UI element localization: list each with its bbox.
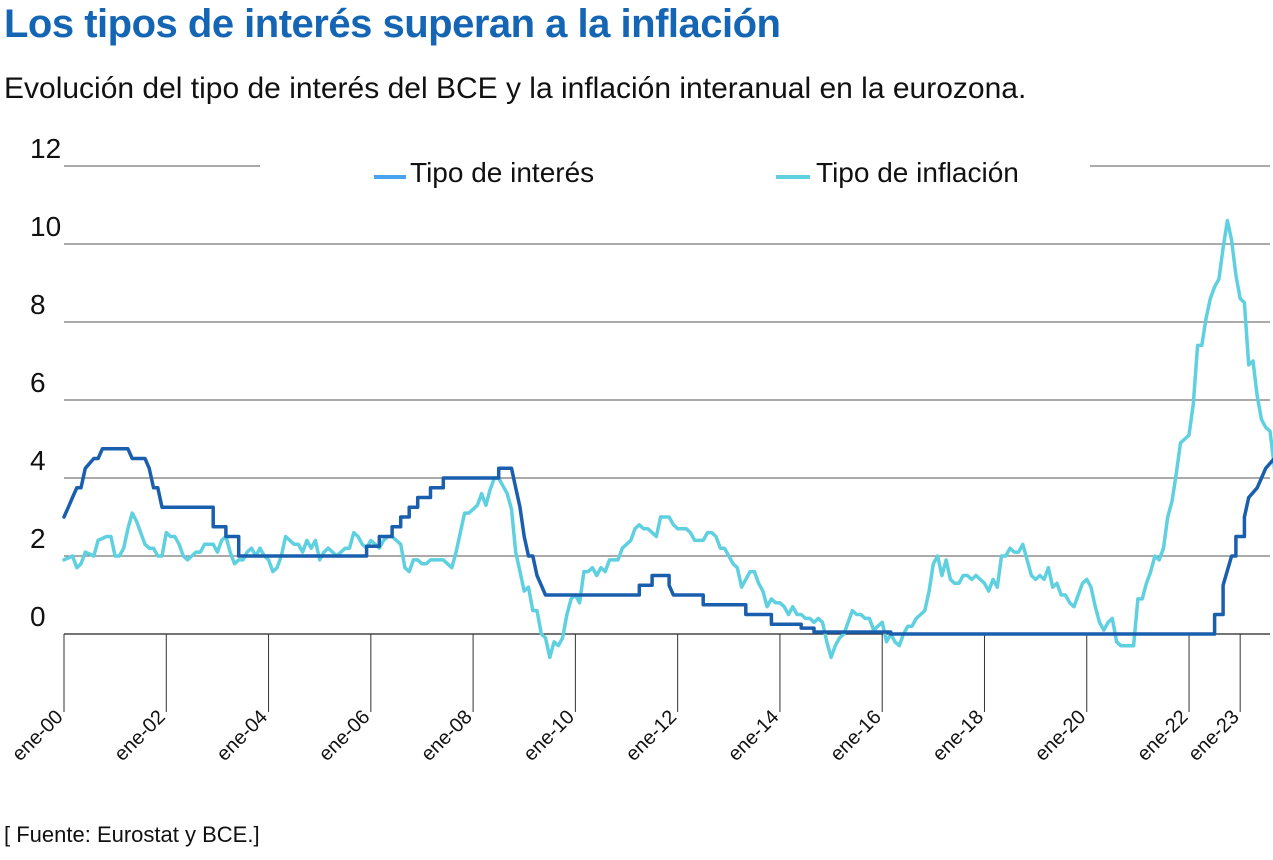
source-note: [ Fuente: Eurostat y BCE.] [4, 822, 260, 847]
x-tick-label: ene-16 [826, 706, 886, 766]
y-tick-label: 8 [30, 289, 46, 320]
x-tick-label: ene-12 [622, 706, 682, 766]
chart-subtitle: Evolución del tipo de interés del BCE y … [4, 72, 1027, 105]
y-axis-labels: 0 2 4 6 8 10 12 [30, 133, 61, 632]
line-chart: 0 2 4 6 8 10 12 ene-00 ene-02 ene-04 ene-06 ene-08… [8, 133, 1273, 766]
x-axis-labels: ene-00 ene-02 ene-04 ene-06 ene-08 ene-10 ene-… [8, 706, 1244, 766]
x-tick-label: ene-18 [928, 706, 988, 766]
x-tick-label: ene-20 [1031, 706, 1091, 766]
legend-background [260, 140, 1090, 200]
series-lines [62, 218, 1273, 660]
y-tick-label: 10 [30, 211, 61, 242]
legend-label-interest: Tipo de interés [410, 157, 594, 188]
chart-title: Los tipos de interés superan a la inflac… [4, 2, 781, 46]
y-tick-label: 4 [30, 445, 46, 476]
x-tick-label: ene-08 [417, 706, 477, 766]
y-tick-label: 6 [30, 367, 46, 398]
y-tick-label: 2 [30, 523, 46, 554]
legend-label-inflation: Tipo de inflación [816, 157, 1019, 188]
series-line-inflation [62, 218, 1273, 660]
x-tick-label: ene-00 [8, 706, 68, 766]
x-axis-ticks [63, 634, 1241, 712]
x-tick-label: ene-04 [212, 706, 272, 766]
x-tick-label: ene-06 [315, 706, 375, 766]
legend: Tipo de interés Tipo de inflación [260, 140, 1090, 200]
grid-lines [64, 165, 1270, 635]
y-tick-label: 0 [30, 601, 46, 632]
series-line-interest [62, 447, 1273, 636]
x-tick-label: ene-23 [1184, 706, 1244, 766]
x-tick-label: ene-10 [519, 706, 579, 766]
y-tick-label: 12 [30, 133, 61, 164]
x-tick-label: ene-22 [1133, 706, 1193, 766]
x-tick-label: ene-14 [724, 706, 784, 766]
x-tick-label: ene-02 [110, 706, 170, 766]
